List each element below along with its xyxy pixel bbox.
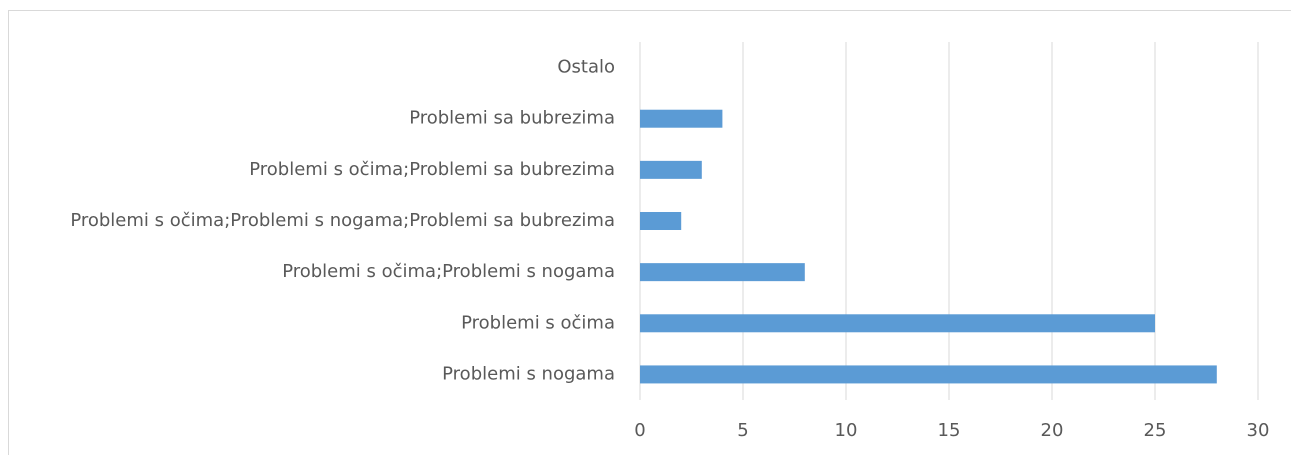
y-tick-label: Problemi s očima xyxy=(461,312,615,333)
x-tick-label: 5 xyxy=(737,420,748,441)
bar xyxy=(640,263,805,282)
bar xyxy=(640,365,1217,384)
bar xyxy=(640,314,1155,333)
y-tick-label: Problemi sa bubrezima xyxy=(409,108,615,129)
chart-frame xyxy=(8,10,1291,455)
x-tick-label: 15 xyxy=(938,420,961,441)
x-tick-label: 0 xyxy=(634,420,645,441)
x-tick-label: 25 xyxy=(1144,420,1167,441)
y-tick-label: Problemi s očima;Problemi sa bubrezima xyxy=(249,159,615,180)
x-tick-label: 30 xyxy=(1247,420,1270,441)
y-tick-label: Ostalo xyxy=(557,57,615,78)
x-tick-label: 20 xyxy=(1041,420,1064,441)
bar xyxy=(640,160,702,179)
y-tick-label: Problemi s očima;Problemi s nogama xyxy=(282,261,615,282)
y-tick-label: Problemi s nogama xyxy=(442,363,615,384)
y-tick-label: Problemi s očima;Problemi s nogama;Probl… xyxy=(70,210,615,231)
x-tick-label: 10 xyxy=(835,420,858,441)
bar xyxy=(640,212,682,230)
bar xyxy=(640,109,723,128)
